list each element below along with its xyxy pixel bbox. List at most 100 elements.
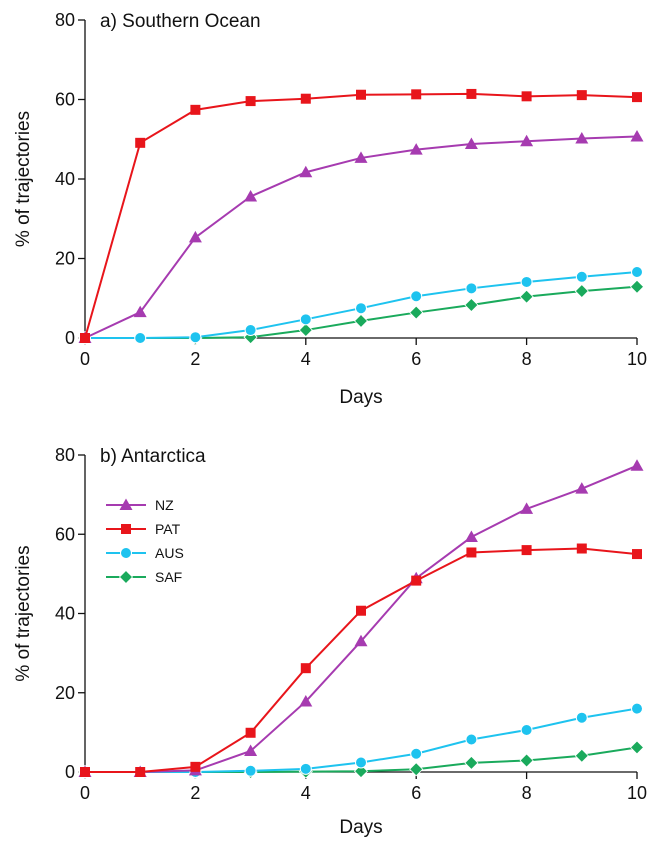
legend: NZ PAT AUS SAF <box>106 497 184 585</box>
data-point-pat <box>466 547 477 558</box>
data-point-aus <box>244 324 257 337</box>
data-point-nz <box>244 189 258 202</box>
data-point-nz <box>299 165 313 178</box>
x-tick-label: 4 <box>301 783 311 803</box>
data-point-pat <box>411 89 422 100</box>
data-point-saf <box>519 753 534 768</box>
data-point-saf <box>464 297 479 313</box>
x-tick-label: 2 <box>190 783 200 803</box>
data-point-nz <box>575 131 589 144</box>
data-point-saf <box>629 279 645 294</box>
data-point-aus <box>631 702 643 715</box>
data-point-aus <box>299 762 312 775</box>
data-point-saf <box>574 748 589 763</box>
data-point-aus <box>134 332 147 344</box>
data-point-pat <box>80 333 90 343</box>
x-tick-label: 8 <box>522 349 532 369</box>
data-point-aus <box>520 275 533 288</box>
panel-title: b) Antarctica <box>100 446 206 467</box>
data-point-nz <box>354 151 368 163</box>
y-tick-label: 0 <box>65 328 75 348</box>
series-aus <box>79 266 643 344</box>
y-tick-label: 20 <box>55 683 75 703</box>
data-point-saf <box>353 764 369 779</box>
data-point-pat <box>521 91 532 102</box>
legend-label-saf: SAF <box>155 569 182 585</box>
data-point-pat <box>245 727 256 738</box>
legend-label-pat: PAT <box>155 521 181 537</box>
data-point-pat <box>300 93 311 104</box>
data-point-aus <box>410 747 423 760</box>
data-point-aus <box>244 764 257 777</box>
legend-marker-nz <box>119 498 133 510</box>
y-tick-label: 60 <box>55 90 75 110</box>
legend-marker-saf <box>118 569 134 585</box>
data-point-saf <box>298 322 313 338</box>
data-point-pat <box>521 545 532 556</box>
data-point-nz <box>354 634 368 647</box>
data-point-nz <box>520 134 534 147</box>
data-point-saf <box>574 284 589 299</box>
data-point-pat <box>190 761 201 772</box>
data-point-pat <box>632 549 642 560</box>
series-pat <box>80 88 642 343</box>
y-tick-label: 0 <box>65 762 75 782</box>
data-point-aus <box>575 270 588 283</box>
data-point-nz <box>464 530 478 543</box>
x-tick-label: 10 <box>627 783 647 803</box>
data-point-saf <box>353 313 369 328</box>
data-point-saf <box>409 305 424 320</box>
series-aus <box>79 702 643 778</box>
data-point-saf <box>629 740 645 755</box>
data-point-pat <box>80 767 90 777</box>
data-point-nz <box>188 230 202 243</box>
data-point-pat <box>576 543 587 554</box>
y-tick-label: 40 <box>55 604 75 624</box>
legend-label-nz: NZ <box>155 497 174 513</box>
x-axis-title: Days <box>339 817 382 837</box>
x-tick-label: 10 <box>627 349 647 369</box>
data-point-nz <box>133 305 147 318</box>
data-point-pat <box>300 663 311 674</box>
data-point-aus <box>355 302 367 315</box>
x-tick-label: 6 <box>411 349 421 369</box>
data-point-aus <box>465 282 478 295</box>
x-tick-label: 0 <box>80 349 90 369</box>
data-point-nz <box>244 744 258 756</box>
data-point-pat <box>135 767 146 777</box>
y-tick-label: 40 <box>55 169 75 189</box>
legend-marker-aus <box>120 547 132 559</box>
x-tick-label: 4 <box>301 349 311 369</box>
y-tick-label: 80 <box>55 10 75 30</box>
y-tick-label: 60 <box>55 524 75 544</box>
series-pat-line <box>84 92 638 339</box>
legend-label-aus: AUS <box>155 545 184 561</box>
panel-a: 0 2 4 6 8 10 0 20 40 60 80 Days % of trajectories a) … <box>13 10 647 408</box>
x-tick-label: 6 <box>411 783 421 803</box>
y-axis-title: % of trajectories <box>13 545 34 681</box>
data-point-nz <box>630 459 644 471</box>
data-point-aus <box>465 733 478 746</box>
data-point-aus <box>189 331 202 344</box>
data-point-aus <box>410 290 423 303</box>
panel-b: 0 2 4 6 8 10 0 20 40 60 80 Days % of trajectories b) … <box>13 445 647 838</box>
data-point-nz <box>299 694 313 707</box>
data-point-aus <box>575 711 588 724</box>
data-point-pat <box>135 137 146 148</box>
data-point-nz <box>520 502 534 514</box>
data-point-pat <box>190 104 201 115</box>
data-point-pat <box>632 92 642 103</box>
series-nz <box>78 129 644 343</box>
data-point-saf <box>464 755 479 770</box>
data-point-aus <box>520 723 533 736</box>
legend-marker-pat <box>121 524 131 534</box>
x-axis-title: Days <box>339 387 382 408</box>
data-point-aus <box>631 266 643 279</box>
data-point-nz <box>575 482 589 494</box>
data-point-saf <box>519 289 534 304</box>
series-pat <box>80 543 642 777</box>
x-tick-label: 0 <box>80 783 90 803</box>
x-tick-label: 2 <box>190 349 200 369</box>
x-tick-label: 8 <box>522 783 532 803</box>
